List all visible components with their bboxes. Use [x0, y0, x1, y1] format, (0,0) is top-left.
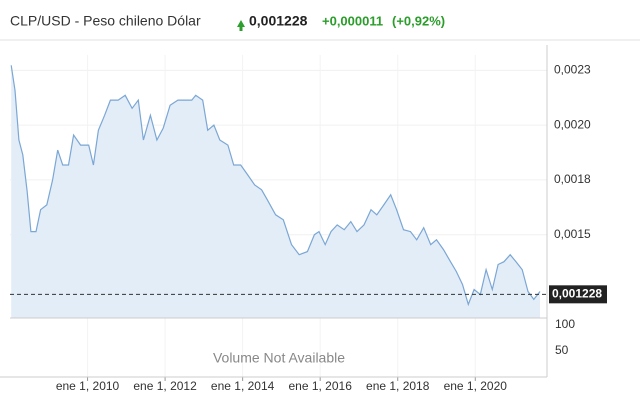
y-tick-label: 0,0020 [554, 117, 591, 131]
up-arrow [237, 20, 245, 31]
price-label: 0,001228 [552, 287, 602, 301]
change: +0,000011 [322, 13, 383, 28]
price-box [549, 285, 607, 304]
x-tick-label: ene 1, 2018 [366, 379, 430, 393]
chart-title: CLP/USD - Peso chileno Dólar [10, 13, 201, 29]
volume-tick-label: 100 [555, 317, 575, 331]
area [11, 65, 540, 318]
y-tick-label: 0,0023 [554, 63, 591, 77]
x-tick-label: ene 1, 2016 [288, 379, 352, 393]
line [10, 65, 541, 307]
volume-tick-label: 50 [555, 343, 569, 357]
volume-note: Volume Not Available [213, 350, 345, 366]
y-tick-label: 0,0018 [554, 172, 591, 186]
x-tick-label: ene 1, 2012 [133, 379, 197, 393]
x-tick-label: ene 1, 2014 [211, 379, 275, 393]
price: 0,001228 [249, 13, 308, 29]
y-tick-label: 0,0015 [554, 227, 591, 241]
x-tick-label: ene 1, 2010 [56, 379, 120, 393]
x-tick-label: ene 1, 2020 [444, 379, 508, 393]
change-pct: (+0,92%) [392, 13, 445, 28]
